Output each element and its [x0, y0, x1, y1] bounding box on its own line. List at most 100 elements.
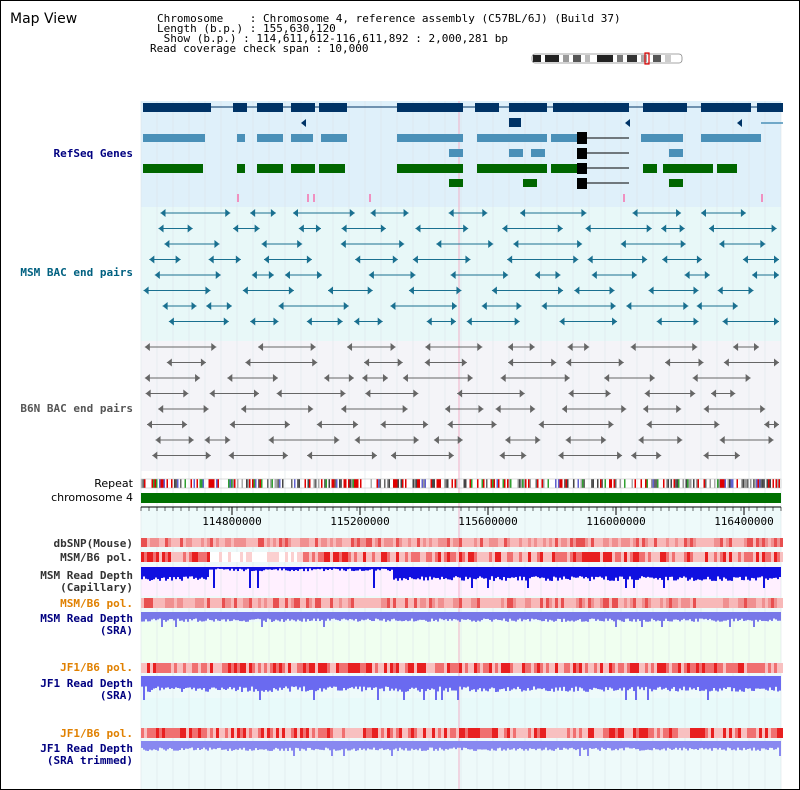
- chromosome-ideogram[interactable]: [529, 52, 689, 66]
- bac-end-marker: [567, 343, 573, 351]
- depth-bar: [527, 676, 529, 689]
- heat-cell: [702, 538, 705, 547]
- depth-bar: [503, 567, 505, 578]
- heat-cell: [489, 598, 492, 608]
- heat-cell: [237, 598, 240, 608]
- depth-bar: [737, 741, 739, 748]
- depth-bar: [515, 612, 517, 622]
- depth-bar: [329, 612, 331, 621]
- repeat-mark: [297, 479, 299, 488]
- repeat-mark: [597, 479, 599, 488]
- depth-bar: [387, 741, 389, 749]
- repeat-mark: [750, 479, 752, 488]
- bac-end-marker: [380, 420, 386, 429]
- heat-cell: [378, 663, 381, 673]
- depth-bar: [217, 612, 219, 621]
- heat-cell: [510, 728, 513, 738]
- heat-cell: [219, 663, 222, 673]
- depth-bar: [191, 676, 193, 690]
- bac-end-marker: [328, 286, 334, 295]
- depth-bar: [689, 567, 691, 580]
- depth-bar: [719, 612, 721, 622]
- depth-bar: [567, 741, 569, 750]
- bac-end-marker: [258, 343, 264, 351]
- depth-bar: [163, 567, 165, 578]
- heat-cell: [606, 728, 609, 738]
- depth-bar: [647, 676, 649, 700]
- heat-cell: [756, 663, 759, 673]
- heat-cell: [483, 552, 486, 562]
- heat-cell: [735, 728, 738, 738]
- repeat-mark: [724, 479, 726, 488]
- heat-cell: [207, 728, 210, 738]
- heat-cell: [603, 552, 606, 562]
- depth-bar: [697, 612, 699, 622]
- heat-cell: [726, 598, 729, 608]
- heat-cell: [366, 598, 369, 608]
- repeat-mark: [151, 479, 153, 488]
- depth-bar: [497, 676, 499, 692]
- depth-bar: [457, 612, 459, 621]
- depth-bar: [343, 676, 345, 688]
- depth-bar: [425, 612, 427, 621]
- heat-cell: [531, 663, 534, 673]
- depth-bar: [175, 612, 177, 627]
- depth-bar: [243, 612, 245, 621]
- heat-cell: [741, 728, 744, 738]
- repeat-mark: [267, 479, 269, 488]
- heat-cell: [153, 598, 156, 608]
- bac-end-marker: [467, 374, 473, 382]
- heat-cell: [726, 552, 729, 562]
- heat-cell: [720, 598, 723, 608]
- heat-cell: [522, 598, 525, 608]
- depth-bar: [427, 676, 429, 689]
- depth-bar: [681, 741, 683, 751]
- depth-bar: [547, 741, 549, 751]
- heat-cell: [609, 538, 612, 547]
- heat-cell: [405, 598, 408, 608]
- heat-cell: [684, 728, 687, 738]
- depth-bar: [671, 676, 673, 689]
- depth-bar: [149, 612, 151, 622]
- depth-bar: [271, 741, 273, 751]
- heat-cell: [597, 538, 600, 547]
- depth-bar: [587, 676, 589, 692]
- repeat-mark: [309, 479, 311, 488]
- heat-cell: [318, 552, 321, 562]
- heat-cell: [537, 728, 540, 738]
- depth-bar: [775, 612, 777, 620]
- repeat-mark: [696, 479, 698, 488]
- repeat-mark: [237, 479, 239, 488]
- depth-bar: [505, 676, 507, 692]
- heat-cell: [582, 663, 585, 673]
- heat-cell: [204, 552, 207, 562]
- depth-bar: [561, 567, 563, 580]
- depth-bar: [469, 741, 471, 750]
- depth-bar: [463, 612, 465, 620]
- repeat-mark: [175, 479, 177, 488]
- heat-cell: [450, 538, 453, 547]
- heat-cell: [519, 538, 522, 547]
- heat-cell: [588, 663, 591, 673]
- depth-bar: [295, 567, 297, 571]
- bac-end-marker: [355, 255, 361, 264]
- heat-cell: [579, 598, 582, 608]
- heat-cell: [717, 728, 720, 738]
- depth-bar: [729, 567, 731, 581]
- heat-cell: [258, 552, 261, 562]
- heat-cell: [657, 728, 660, 738]
- repeat-mark: [354, 479, 356, 488]
- heat-cell: [426, 552, 429, 562]
- depth-bar: [281, 676, 283, 690]
- depth-bar: [427, 612, 429, 622]
- bac-end-marker: [573, 255, 579, 264]
- heat-cell: [681, 552, 684, 562]
- repeat-mark: [471, 479, 473, 488]
- depth-bar: [545, 612, 547, 620]
- bac-end-marker: [558, 286, 564, 295]
- depth-bar: [413, 676, 415, 689]
- repeat-mark: [561, 479, 563, 488]
- heat-cell: [396, 538, 399, 547]
- depth-bar: [291, 676, 293, 687]
